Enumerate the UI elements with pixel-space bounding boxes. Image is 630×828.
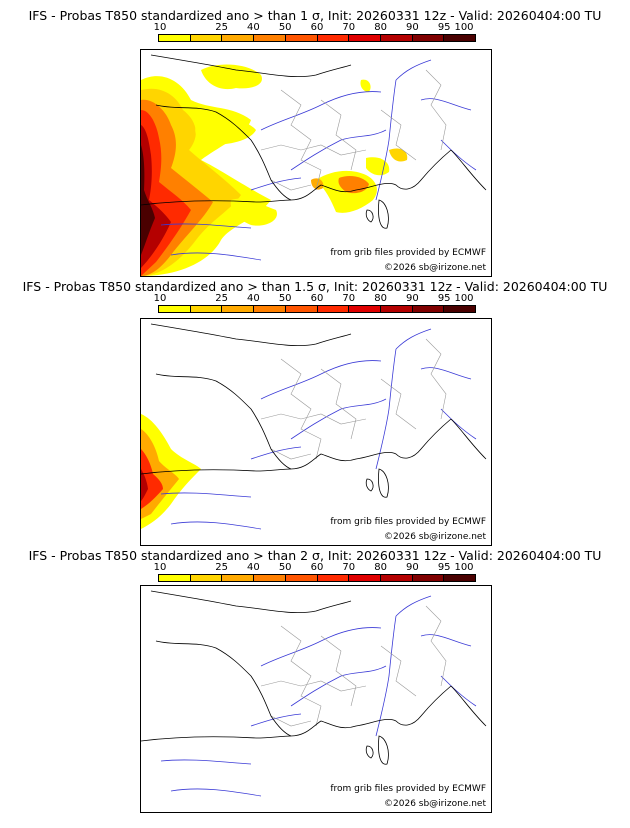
panel-title: IFS - Probas T850 standardized ano > tha… bbox=[28, 548, 602, 563]
legend-tick-label: 95 bbox=[437, 562, 451, 573]
legend-color-swatch bbox=[190, 35, 223, 41]
legend-tick-label: 90 bbox=[406, 562, 419, 573]
legend-colorbar bbox=[158, 574, 476, 582]
legend-tick-label: 90 bbox=[406, 293, 419, 304]
source-credit: from grib files provided by ECMWF bbox=[329, 517, 487, 527]
legend-tick-label: 50 bbox=[278, 562, 292, 573]
legend-tick-label: 70 bbox=[342, 293, 356, 304]
legend-ticks: 10 25 40 50 60 70 80 90 95 100 bbox=[154, 562, 476, 575]
probability-legend: 10 25 40 50 60 70 80 90 95 100 bbox=[154, 293, 476, 324]
legend-color-swatch bbox=[190, 306, 223, 312]
legend-color-swatch bbox=[349, 35, 381, 41]
legend-tick-label: 100 bbox=[454, 22, 474, 33]
source-credit: from grib files provided by ECMWF bbox=[329, 248, 487, 258]
legend-tick-label: 50 bbox=[278, 293, 292, 304]
copyright-credit: ©2026 sb@irizone.net bbox=[383, 263, 487, 273]
legend-color-swatch bbox=[254, 35, 286, 41]
probability-map: from grib files provided by ECMWF ©2026 … bbox=[140, 585, 492, 813]
legend-color-swatch bbox=[380, 575, 413, 581]
legend-color-swatch bbox=[412, 306, 445, 312]
legend-tick-label: 40 bbox=[247, 22, 260, 33]
legend-color-swatch bbox=[317, 35, 350, 41]
probability-shading bbox=[141, 64, 408, 276]
legend-color-swatch bbox=[222, 306, 255, 312]
probability-map: from grib files provided by ECMWF ©2026 … bbox=[140, 318, 492, 546]
legend-tick-label: 100 bbox=[454, 293, 474, 304]
map-graphic bbox=[141, 590, 487, 797]
legend-tick-label: 40 bbox=[247, 562, 260, 573]
legend-ticks: 10 25 40 50 60 70 80 90 95 100 bbox=[154, 22, 476, 35]
panel-1-5-sigma: IFS - Probas T850 standardized ano > tha… bbox=[0, 280, 630, 550]
panel-1-sigma: IFS - Probas T850 standardized ano > tha… bbox=[0, 9, 630, 279]
probability-legend: 10 25 40 50 60 70 80 90 95 100 bbox=[154, 22, 476, 53]
legend-color-swatch bbox=[380, 35, 413, 41]
legend-color-swatch bbox=[190, 575, 223, 581]
legend-color-swatch bbox=[285, 575, 318, 581]
legend-tick-label: 25 bbox=[215, 562, 228, 573]
copyright-credit: ©2026 sb@irizone.net bbox=[383, 799, 487, 809]
legend-tick-label: 10 bbox=[153, 293, 167, 304]
map-graphic bbox=[141, 323, 487, 530]
legend-tick-label: 95 bbox=[437, 293, 451, 304]
legend-tick-label: 10 bbox=[153, 22, 167, 33]
legend-color-swatch bbox=[254, 575, 286, 581]
legend-color-swatch bbox=[444, 35, 476, 41]
borders bbox=[260, 605, 447, 727]
legend-tick-label: 80 bbox=[374, 293, 387, 304]
legend-tick-label: 80 bbox=[374, 562, 387, 573]
legend-tick-label: 90 bbox=[406, 22, 419, 33]
legend-tick-label: 95 bbox=[437, 22, 451, 33]
legend-color-swatch bbox=[317, 306, 350, 312]
legend-color-swatch bbox=[317, 575, 350, 581]
map-graphic bbox=[141, 54, 487, 276]
probability-legend: 10 25 40 50 60 70 80 90 95 100 bbox=[154, 562, 476, 593]
coastlines bbox=[141, 323, 487, 498]
legend-color-swatch bbox=[222, 35, 255, 41]
panel-2-sigma: IFS - Probas T850 standardized ano > tha… bbox=[0, 549, 630, 819]
legend-tick-label: 50 bbox=[278, 22, 292, 33]
legend-color-swatch bbox=[349, 575, 381, 581]
legend-color-swatch bbox=[444, 306, 476, 312]
legend-tick-label: 40 bbox=[247, 293, 260, 304]
legend-colorbar bbox=[158, 34, 476, 42]
legend-color-swatch bbox=[159, 35, 191, 41]
legend-color-swatch bbox=[412, 575, 445, 581]
legend-colorbar bbox=[158, 305, 476, 313]
legend-color-swatch bbox=[285, 35, 318, 41]
source-credit: from grib files provided by ECMWF bbox=[329, 784, 487, 794]
legend-color-swatch bbox=[222, 575, 255, 581]
legend-tick-label: 100 bbox=[454, 562, 474, 573]
rivers bbox=[160, 328, 477, 530]
legend-color-swatch bbox=[412, 35, 445, 41]
legend-tick-label: 70 bbox=[342, 562, 356, 573]
legend-tick-label: 70 bbox=[342, 22, 356, 33]
rivers bbox=[160, 59, 477, 261]
legend-tick-label: 60 bbox=[310, 562, 324, 573]
legend-color-swatch bbox=[380, 306, 413, 312]
panel-title: IFS - Probas T850 standardized ano > tha… bbox=[22, 279, 608, 294]
copyright-credit: ©2026 sb@irizone.net bbox=[383, 532, 487, 542]
legend-color-swatch bbox=[444, 575, 476, 581]
legend-tick-label: 25 bbox=[215, 293, 228, 304]
legend-color-swatch bbox=[349, 306, 381, 312]
legend-tick-label: 60 bbox=[310, 22, 324, 33]
legend-tick-label: 60 bbox=[310, 293, 324, 304]
legend-ticks: 10 25 40 50 60 70 80 90 95 100 bbox=[154, 293, 476, 306]
borders bbox=[260, 338, 447, 460]
coastlines bbox=[141, 590, 487, 765]
probability-map: from grib files provided by ECMWF ©2026 … bbox=[140, 49, 492, 277]
legend-tick-label: 25 bbox=[215, 22, 228, 33]
legend-tick-label: 10 bbox=[153, 562, 167, 573]
panel-title: IFS - Probas T850 standardized ano > tha… bbox=[28, 8, 602, 23]
legend-color-swatch bbox=[285, 306, 318, 312]
rivers bbox=[160, 595, 477, 797]
coastlines bbox=[141, 54, 487, 229]
legend-color-swatch bbox=[159, 575, 191, 581]
borders bbox=[260, 69, 447, 191]
legend-color-swatch bbox=[159, 306, 191, 312]
legend-tick-label: 80 bbox=[374, 22, 387, 33]
legend-color-swatch bbox=[254, 306, 286, 312]
